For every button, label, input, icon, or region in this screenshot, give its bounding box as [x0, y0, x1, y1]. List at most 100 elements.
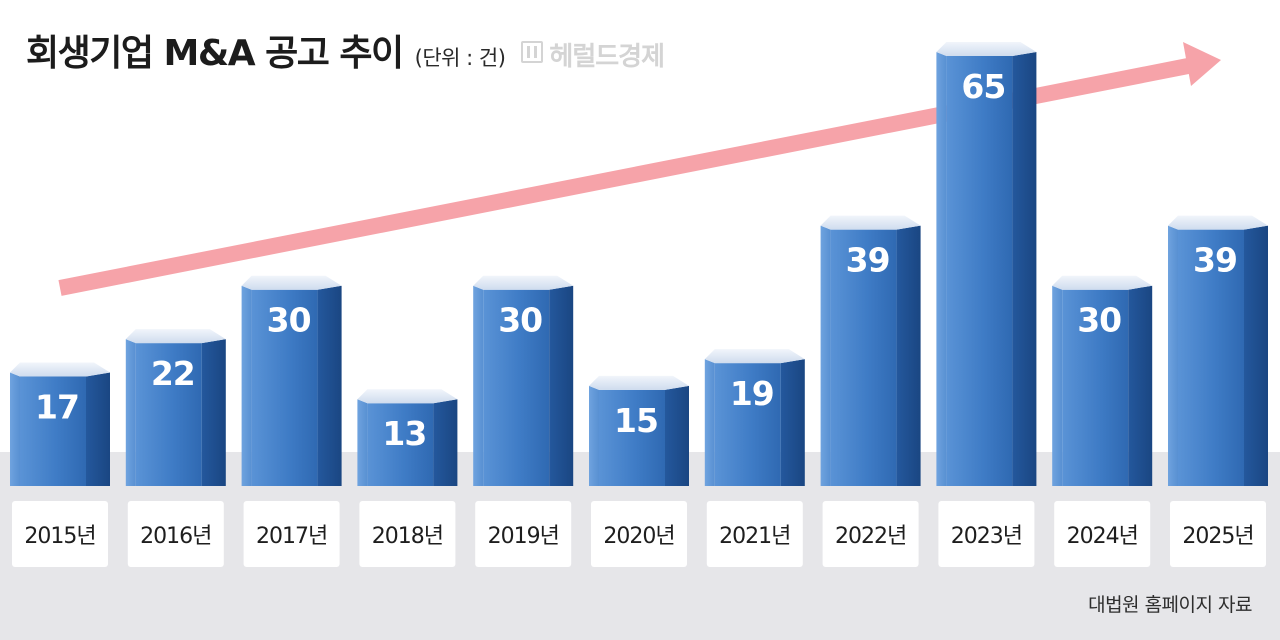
x-label-box: [591, 501, 687, 567]
bar-2021년: 19: [704, 349, 805, 486]
x-label-box: [706, 501, 803, 567]
bar-value-label: 30: [1077, 301, 1121, 340]
x-label-box: [243, 501, 340, 567]
bar-front-face: [946, 56, 1013, 486]
x-tick-label: 2022년: [835, 524, 906, 549]
x-tick-label: 2025년: [1182, 524, 1253, 549]
bar-side-face: [317, 285, 342, 486]
x-tick-label: 2015년: [24, 524, 95, 549]
bar-value-label: 17: [35, 387, 79, 426]
bar-front-face: [1178, 229, 1244, 486]
x-label-box: [475, 501, 572, 567]
bar-value-label: 39: [1193, 241, 1237, 280]
chart-title: 회생기업 M&A 공고 추이: [26, 33, 404, 74]
bar-side-face: [1244, 225, 1268, 486]
bar-2025년: 39: [1168, 215, 1268, 486]
x-label-box: [1170, 501, 1266, 567]
bar-left-face: [589, 385, 599, 486]
x-label-box: [822, 501, 919, 567]
bar-front-face: [1062, 289, 1129, 486]
x-label-box: [127, 501, 224, 567]
bar-left-face: [125, 339, 136, 486]
bar-front-face: [599, 389, 665, 486]
bar-side-face: [780, 359, 805, 486]
bar-top-cap: [357, 389, 458, 404]
bar-left-face: [241, 285, 252, 486]
bar-2022년: 39: [820, 215, 921, 486]
bar-left-face: [1168, 225, 1178, 486]
bar-top-cap: [125, 329, 226, 344]
x-tick-label: 2017년: [256, 524, 327, 549]
bar-2019년: 30: [473, 275, 574, 486]
x-label-box: [12, 501, 108, 567]
bar-top-cap: [820, 215, 921, 230]
bar-side-face: [1128, 285, 1153, 486]
bar-front-face: [714, 363, 781, 486]
bar-top-cap: [473, 275, 574, 290]
bar-left-face: [1052, 285, 1063, 486]
bar-top-cap: [1052, 275, 1153, 290]
bar-side-face: [1012, 52, 1037, 486]
x-tick-label: 2019년: [488, 524, 559, 549]
bar-front-face: [483, 289, 550, 486]
bar-2024년: 30: [1052, 275, 1153, 486]
x-label-box: [359, 501, 456, 567]
bar-value-label: 15: [614, 401, 658, 440]
bar-front-face: [20, 376, 86, 486]
bar-side-face: [665, 385, 689, 486]
bar-front-face: [830, 229, 897, 486]
bar-left-face: [936, 52, 947, 486]
source-note: 대법원 홈페이지 자료: [1088, 594, 1252, 616]
bar-top-cap: [704, 349, 805, 364]
bar-front-face: [367, 403, 434, 486]
bar-value-label: 13: [382, 414, 426, 453]
unit-label: (단위 : 건): [414, 46, 506, 70]
bar-value-label: 19: [730, 374, 774, 413]
x-labels-layer: 2015년 2016년 2017년 2018년 2019년 2020년 2021년 2022년…: [12, 501, 1266, 567]
bar-top-cap: [241, 275, 342, 290]
watermark-logo-icon: [521, 41, 544, 63]
bar-left-face: [10, 372, 20, 486]
bar-value-label: 39: [846, 241, 890, 280]
bar-value-label: 30: [498, 301, 542, 340]
bar-2017년: 30: [241, 275, 342, 486]
bar-left-face: [357, 399, 368, 486]
title-row: 회생기업 M&A 공고 추이 (단위 : 건) 헤럴드경제: [26, 24, 665, 76]
bar-front-face: [135, 343, 202, 486]
x-label-box: [1054, 501, 1151, 567]
trend-arrow-head: [1183, 42, 1221, 86]
bar-side-face: [201, 339, 226, 486]
x-tick-label: 2023년: [951, 524, 1022, 549]
bar-2020년: 15: [589, 375, 689, 486]
bar-side-face: [896, 225, 921, 486]
bar-left-face: [820, 225, 831, 486]
bar-left-face: [473, 285, 484, 486]
bar-2016년: 22: [125, 329, 226, 486]
bar-side-face: [86, 372, 110, 486]
bar-value-label: 65: [961, 67, 1005, 106]
bar-top-cap: [1168, 215, 1268, 230]
watermark: 헤럴드경제: [521, 36, 665, 73]
bar-2023년: 65: [936, 42, 1037, 486]
bar-2015년: 17: [10, 362, 110, 486]
bar-top-cap: [936, 42, 1037, 56]
bar-side-face: [549, 285, 574, 486]
bar-2018년: 13: [357, 389, 458, 486]
bar-top-cap: [10, 362, 110, 377]
bars-layer: 17 22 30 13 30 15 19 39 65 30 39: [10, 42, 1268, 486]
x-tick-label: 2024년: [1067, 524, 1138, 549]
bar-side-face: [433, 399, 458, 486]
bar-left-face: [704, 359, 715, 486]
trend-arrow-layer: [58, 42, 1221, 296]
x-tick-label: 2018년: [372, 524, 443, 549]
bar-top-cap: [589, 375, 689, 390]
x-tick-label: 2021년: [719, 524, 790, 549]
watermark-text: 헤럴드경제: [549, 41, 665, 72]
bar-front-face: [251, 289, 318, 486]
x-tick-label: 2020년: [603, 524, 674, 549]
bar-value-label: 30: [267, 301, 311, 340]
bar-value-label: 22: [151, 354, 195, 393]
x-tick-label: 2016년: [140, 524, 211, 549]
